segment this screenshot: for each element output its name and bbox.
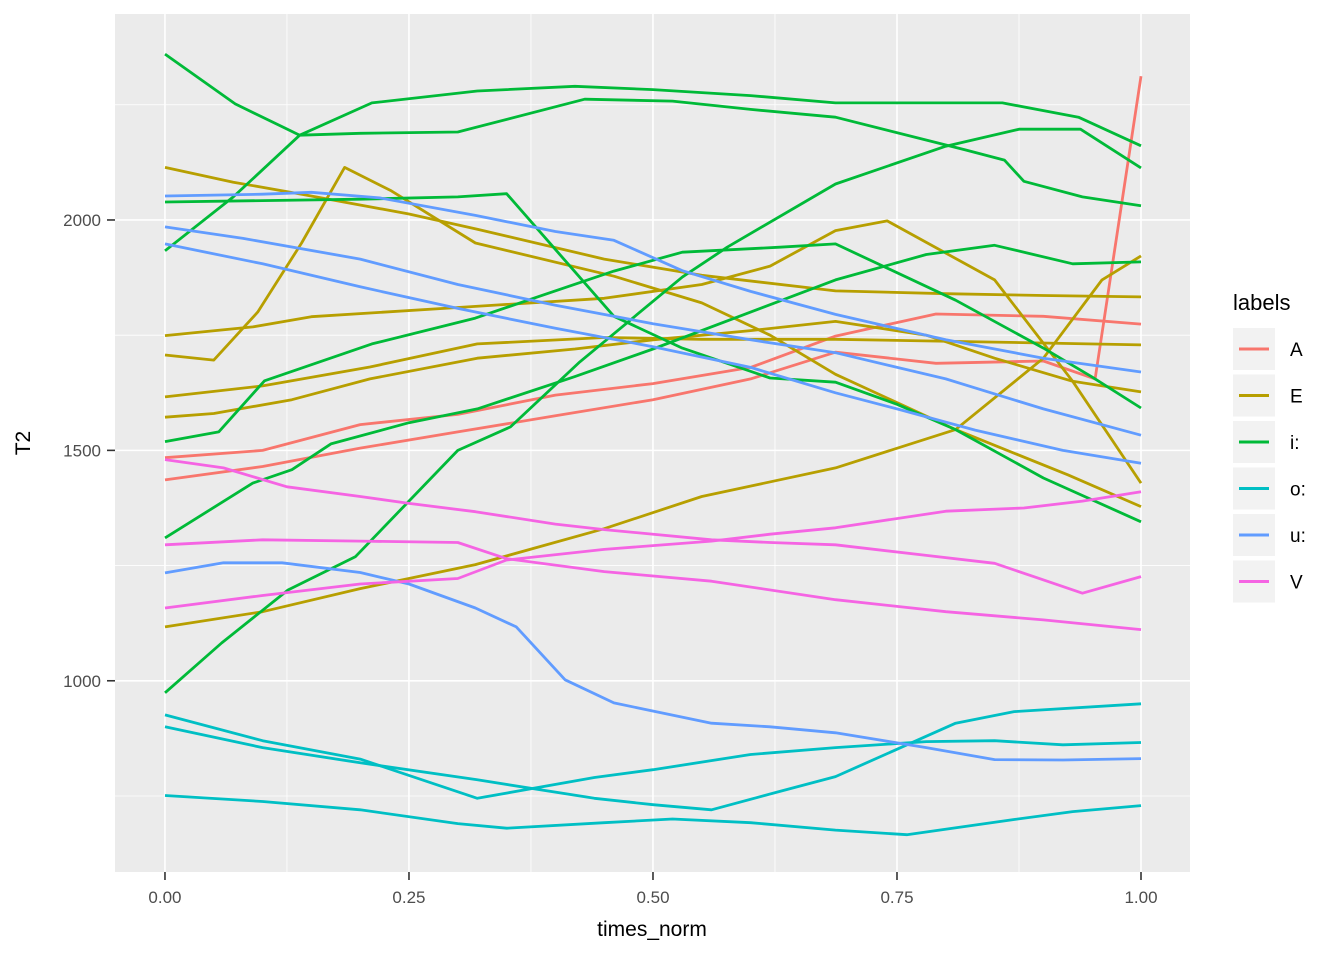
- series-line-A: [164, 312, 1142, 460]
- series-line-u:: [164, 242, 1142, 465]
- y-tick-label: 1500: [63, 441, 101, 460]
- axis-tick-marks: [107, 219, 1142, 880]
- x-tick-label: 0.50: [636, 888, 669, 907]
- legend-entry-A: A: [1233, 328, 1303, 370]
- series-line-u:: [164, 561, 1142, 762]
- series-line-i:: [164, 192, 1142, 524]
- gridlines-major: [115, 14, 1190, 872]
- legend-entry-label: o:: [1290, 480, 1306, 501]
- series-line-u:: [164, 225, 1142, 437]
- x-tick-label: 0.25: [392, 888, 425, 907]
- legend-entry-label: i:: [1290, 433, 1300, 454]
- series-line-A: [164, 75, 1143, 482]
- series-line-E: [164, 319, 1142, 419]
- x-axis-title: times_norm: [597, 918, 707, 941]
- series-line-o:: [164, 794, 1142, 837]
- series-line-i:: [164, 52, 1142, 208]
- series-line-V: [164, 490, 1142, 610]
- series-line-o:: [164, 702, 1142, 812]
- series-line-E: [164, 219, 1143, 484]
- series-line-u:: [164, 190, 1142, 374]
- legend-entry-label: E: [1290, 387, 1303, 408]
- legend-entry-label: u:: [1290, 526, 1306, 547]
- series-line-i:: [164, 242, 1142, 443]
- legend-entry-V: V: [1233, 560, 1303, 603]
- series-line-V: [164, 538, 1142, 631]
- x-tick-label: 0.00: [148, 888, 181, 907]
- legend-entry-i:: i:: [1233, 421, 1300, 463]
- legend-entry-u:: u:: [1233, 514, 1306, 556]
- series-line-i:: [164, 84, 1142, 252]
- series-line-o:: [164, 713, 1142, 800]
- x-tick-label: 1.00: [1124, 888, 1157, 907]
- legend-title: labels: [1233, 290, 1290, 315]
- series-line-E: [164, 166, 1142, 299]
- legend-entries: A Ei: o: u: V: [1233, 328, 1306, 603]
- legend-entry-E: E: [1233, 374, 1303, 417]
- x-tick-label: 0.75: [880, 888, 913, 907]
- legend-entry-label: V: [1290, 573, 1303, 594]
- legend: labels A Ei: o: u: V: [1233, 290, 1306, 603]
- line-series-group: [164, 52, 1143, 837]
- series-line-E: [164, 254, 1142, 629]
- series-line-i:: [164, 243, 1142, 540]
- y-tick-label: 2000: [63, 211, 101, 230]
- x-axis-tick-labels: 0.00 0.25 0.50 0.75 1.00: [148, 888, 1157, 907]
- y-tick-label: 1000: [63, 672, 101, 691]
- legend-entry-o:: o:: [1233, 467, 1306, 510]
- series-line-V: [164, 458, 1142, 595]
- y-axis-tick-labels: 1000 1500 2000: [63, 211, 101, 691]
- legend-entry-label: A: [1290, 340, 1303, 361]
- y-axis-title: T2: [12, 431, 35, 456]
